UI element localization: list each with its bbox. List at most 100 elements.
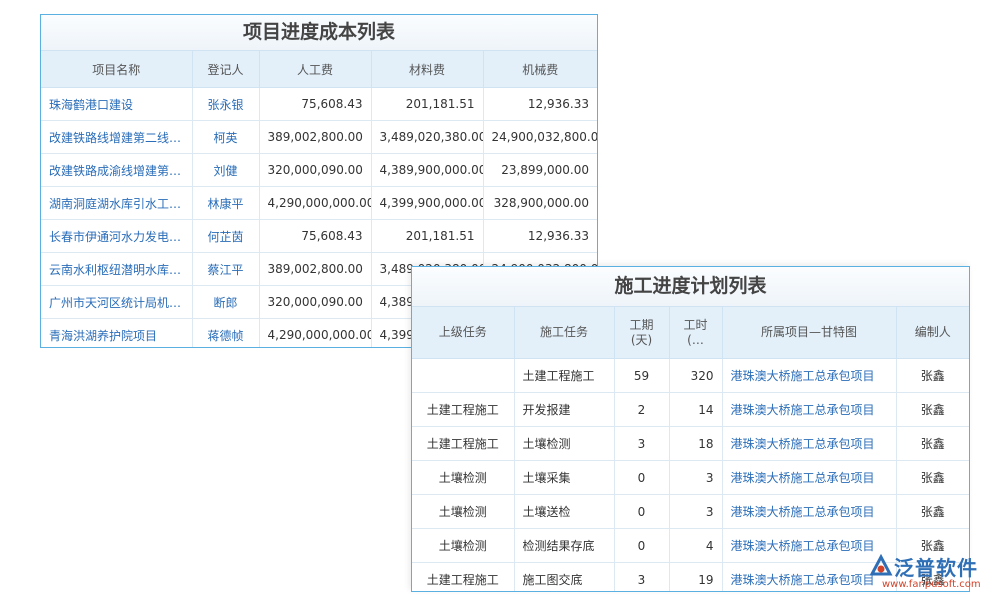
table-cell: 201,181.51	[371, 87, 484, 121]
table-cell: 320,000,090.00	[259, 285, 372, 319]
table-cell: 柯英	[192, 120, 260, 154]
table-cell: 张鑫	[896, 460, 969, 495]
table-cell: 4	[669, 528, 723, 563]
header-line: (天)	[630, 332, 653, 347]
table-cell: 张永银	[192, 87, 260, 121]
table-cell: 土壤检测	[514, 426, 615, 461]
column-header: 工时 (…	[669, 307, 723, 359]
table-cell: 港珠澳大桥施工总承包项目	[722, 426, 897, 461]
table-cell: 23,899,000.00	[483, 153, 597, 187]
table-row: 湖南洞庭湖水库引水工… 林康平 4,290,000,000.00 4,399,900,…	[41, 186, 597, 220]
table-cell: 328,900,000.00	[483, 186, 597, 220]
table-cell: 改建铁路线增建第二线…	[41, 120, 193, 154]
table-cell: 18	[669, 426, 723, 461]
table-cell: 土建工程施工	[412, 562, 515, 591]
table-cell: 土壤检测	[412, 528, 515, 563]
table-cell	[412, 358, 515, 393]
table-cell: 3	[614, 562, 670, 591]
column-header: 项目名称	[41, 51, 193, 88]
plan-table-panel: 施工进度计划列表 上级任务 施工任务 工期 (天) 工时 (… 所属项目—甘特图 编制人 土建…	[411, 266, 970, 592]
table-cell: 4,290,000,000.00	[259, 186, 372, 220]
table-cell: 张鑫	[896, 562, 969, 591]
table-cell: 土建工程施工	[412, 426, 515, 461]
table-cell: 3	[669, 494, 723, 529]
table-cell: 14	[669, 392, 723, 427]
table-row: 珠海鹤港口建设 张永银 75,608.43 201,181.51 12,936.33	[41, 87, 597, 121]
table-cell: 0	[614, 460, 670, 495]
table-title: 项目进度成本列表	[41, 15, 597, 51]
table-cell: 蒋德帧	[192, 318, 260, 347]
table-cell: 断郎	[192, 285, 260, 319]
table-cell: 土壤检测	[412, 494, 515, 529]
table-cell: 4,389,900,000.00	[371, 153, 484, 187]
column-header: 上级任务	[412, 307, 515, 359]
column-header: 所属项目—甘特图	[722, 307, 897, 359]
table-cell: 320	[669, 358, 723, 393]
header-line: 施工任务	[539, 325, 588, 339]
table-cell: 12,936.33	[483, 219, 597, 253]
table-cell: 青海洪湖养护院项目	[41, 318, 193, 347]
table-cell: 刘健	[192, 153, 260, 187]
logo-brand: 泛普软件	[894, 556, 978, 580]
table-cell: 0	[614, 528, 670, 563]
table-cell: 检测结果存底	[514, 528, 615, 563]
table-cell: 土壤送检	[514, 494, 615, 529]
table-row: 土壤检测 检测结果存底 0 4 港珠澳大桥施工总承包项目 张鑫	[412, 528, 969, 563]
header-line: 所属项目—甘特图	[760, 325, 857, 339]
column-header: 登记人	[192, 51, 260, 88]
table-cell: 张鑫	[896, 426, 969, 461]
header-line: (…	[687, 332, 704, 347]
table-cell: 75,608.43	[259, 87, 372, 121]
column-header: 施工任务	[514, 307, 615, 359]
table-cell: 港珠澳大桥施工总承包项目	[722, 460, 897, 495]
table-cell: 389,002,800.00	[259, 252, 372, 286]
column-header: 工期 (天)	[614, 307, 670, 359]
table-cell: 广州市天河区统计局机…	[41, 285, 193, 319]
table-cell: 19	[669, 562, 723, 591]
table-row: 土建工程施工 施工图交底 3 19 港珠澳大桥施工总承包项目 张鑫	[412, 562, 969, 591]
logo: 泛普软件 www.fanpusoft.com	[868, 552, 996, 596]
table-cell: 0	[614, 494, 670, 529]
table-cell: 土壤采集	[514, 460, 615, 495]
table-cell: 75,608.43	[259, 219, 372, 253]
header-line: 编制人	[914, 325, 951, 339]
header-line: 上级任务	[438, 325, 487, 339]
table-cell: 张鑫	[896, 358, 969, 393]
table-cell: 土建工程施工	[412, 392, 515, 427]
table-row: 改建铁路成渝线增建第… 刘健 320,000,090.00 4,389,900,000…	[41, 153, 597, 187]
table-cell: 土建工程施工	[514, 358, 615, 393]
table-cell: 蔡江平	[192, 252, 260, 286]
table-row: 土壤检测 土壤送检 0 3 港珠澳大桥施工总承包项目 张鑫	[412, 494, 969, 529]
table-cell: 港珠澳大桥施工总承包项目	[722, 494, 897, 529]
table-cell: 59	[614, 358, 670, 393]
table-title: 施工进度计划列表	[412, 267, 969, 307]
column-header: 机械费	[483, 51, 597, 88]
logo-icon	[869, 554, 893, 576]
table-cell: 港珠澳大桥施工总承包项目	[722, 358, 897, 393]
table-cell: 2	[614, 392, 670, 427]
table-row: 改建铁路线增建第二线… 柯英 389,002,800.00 3,489,020,380…	[41, 120, 597, 154]
table-cell: 云南水利枢纽潜明水库…	[41, 252, 193, 286]
table-row: 土建工程施工 59 320 港珠澳大桥施工总承包项目 张鑫	[412, 358, 969, 393]
table-cell: 张鑫	[896, 392, 969, 427]
table-cell: 港珠澳大桥施工总承包项目	[722, 528, 897, 563]
logo-url: www.fanpusoft.com	[882, 579, 981, 590]
table-row: 长春市伊通河水力发电… 何芷茵 75,608.43 201,181.51 12,936.…	[41, 219, 597, 253]
table-cell: 201,181.51	[371, 219, 484, 253]
plan-table: 上级任务 施工任务 工期 (天) 工时 (… 所属项目—甘特图 编制人 土建工程施工 59 320…	[412, 307, 969, 591]
table-cell: 320,000,090.00	[259, 153, 372, 187]
column-header: 人工费	[259, 51, 372, 88]
table-cell: 林康平	[192, 186, 260, 220]
table-cell: 珠海鹤港口建设	[41, 87, 193, 121]
table-cell: 开发报建	[514, 392, 615, 427]
table-cell: 张鑫	[896, 528, 969, 563]
table-cell: 3,489,020,380.00	[371, 120, 484, 154]
column-header: 编制人	[896, 307, 969, 359]
table-cell: 3	[669, 460, 723, 495]
table-cell: 改建铁路成渝线增建第…	[41, 153, 193, 187]
table-cell: 12,936.33	[483, 87, 597, 121]
table-cell: 4,290,000,000.00	[259, 318, 372, 347]
table-cell: 389,002,800.00	[259, 120, 372, 154]
column-header: 材料费	[371, 51, 484, 88]
